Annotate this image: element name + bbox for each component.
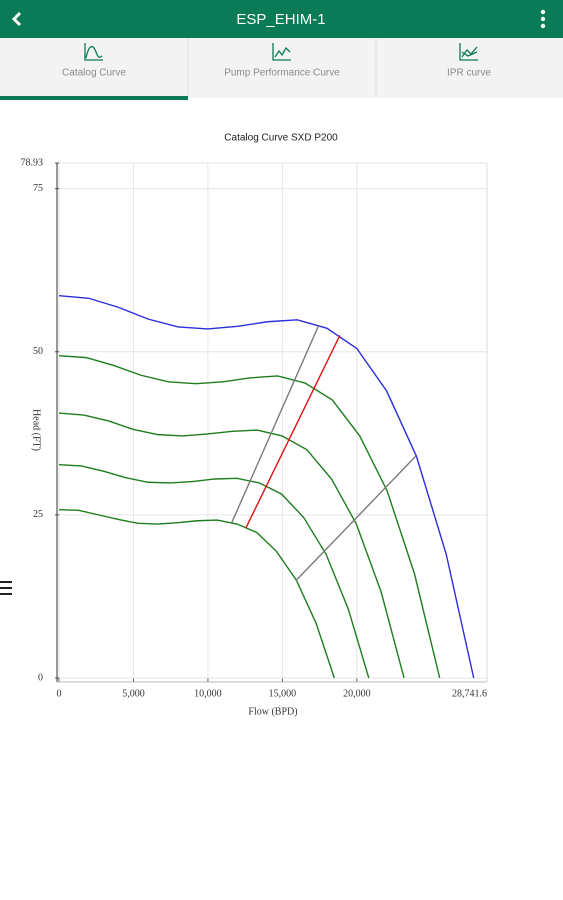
tab-label: Pump Performance Curve — [224, 68, 340, 79]
curve — [58, 412, 405, 679]
app-title: ESP_EHIM-1 — [236, 11, 325, 28]
y-tick-label: 75 — [33, 183, 43, 194]
app-bar — [0, 0, 563, 38]
curve — [231, 324, 320, 523]
curve — [245, 335, 341, 529]
y-tick-label: 50 — [33, 346, 43, 357]
curve — [58, 354, 441, 679]
tab-icon — [84, 43, 103, 61]
x-axis-label: Flow (BPD) — [248, 706, 297, 717]
y-axis-label: Head (FT) — [31, 409, 42, 451]
tab-icon — [272, 43, 291, 61]
tab[interactable]: Catalog Curve — [62, 43, 126, 79]
tab-label: Catalog Curve — [62, 68, 126, 79]
tab-label: IPR curve — [447, 68, 491, 79]
drawer-handle[interactable] — [0, 581, 12, 595]
tab[interactable]: IPR curve — [447, 43, 491, 79]
x-tick-label: 15,000 — [269, 688, 297, 699]
x-tick-label: 28,741.6 — [452, 688, 487, 699]
x-tick-label: 20,000 — [343, 688, 371, 699]
active-tab-indicator — [0, 96, 188, 100]
y-tick-label: 0 — [38, 672, 43, 683]
back-button[interactable] — [11, 11, 22, 27]
curve — [58, 294, 475, 679]
curve — [58, 508, 336, 679]
x-tick-label: 10,000 — [194, 688, 222, 699]
y-tick-label: 78.93 — [21, 157, 44, 168]
grid: 0 5,000 10,000 15,000 20,000 28,741.6 0 25 50 75 7… — [21, 157, 488, 699]
x-tick-label: 0 — [57, 688, 62, 699]
plot-area — [58, 294, 475, 679]
y-tick-label: 25 — [33, 509, 43, 520]
chart-title: Catalog Curve SXD P200 — [224, 133, 338, 144]
curve — [58, 463, 370, 679]
tab-icon — [459, 43, 478, 61]
tab[interactable]: Pump Performance Curve — [224, 43, 340, 79]
x-tick-label: 5,000 — [122, 688, 145, 699]
menu-button[interactable] — [540, 9, 546, 29]
curve — [295, 455, 417, 582]
